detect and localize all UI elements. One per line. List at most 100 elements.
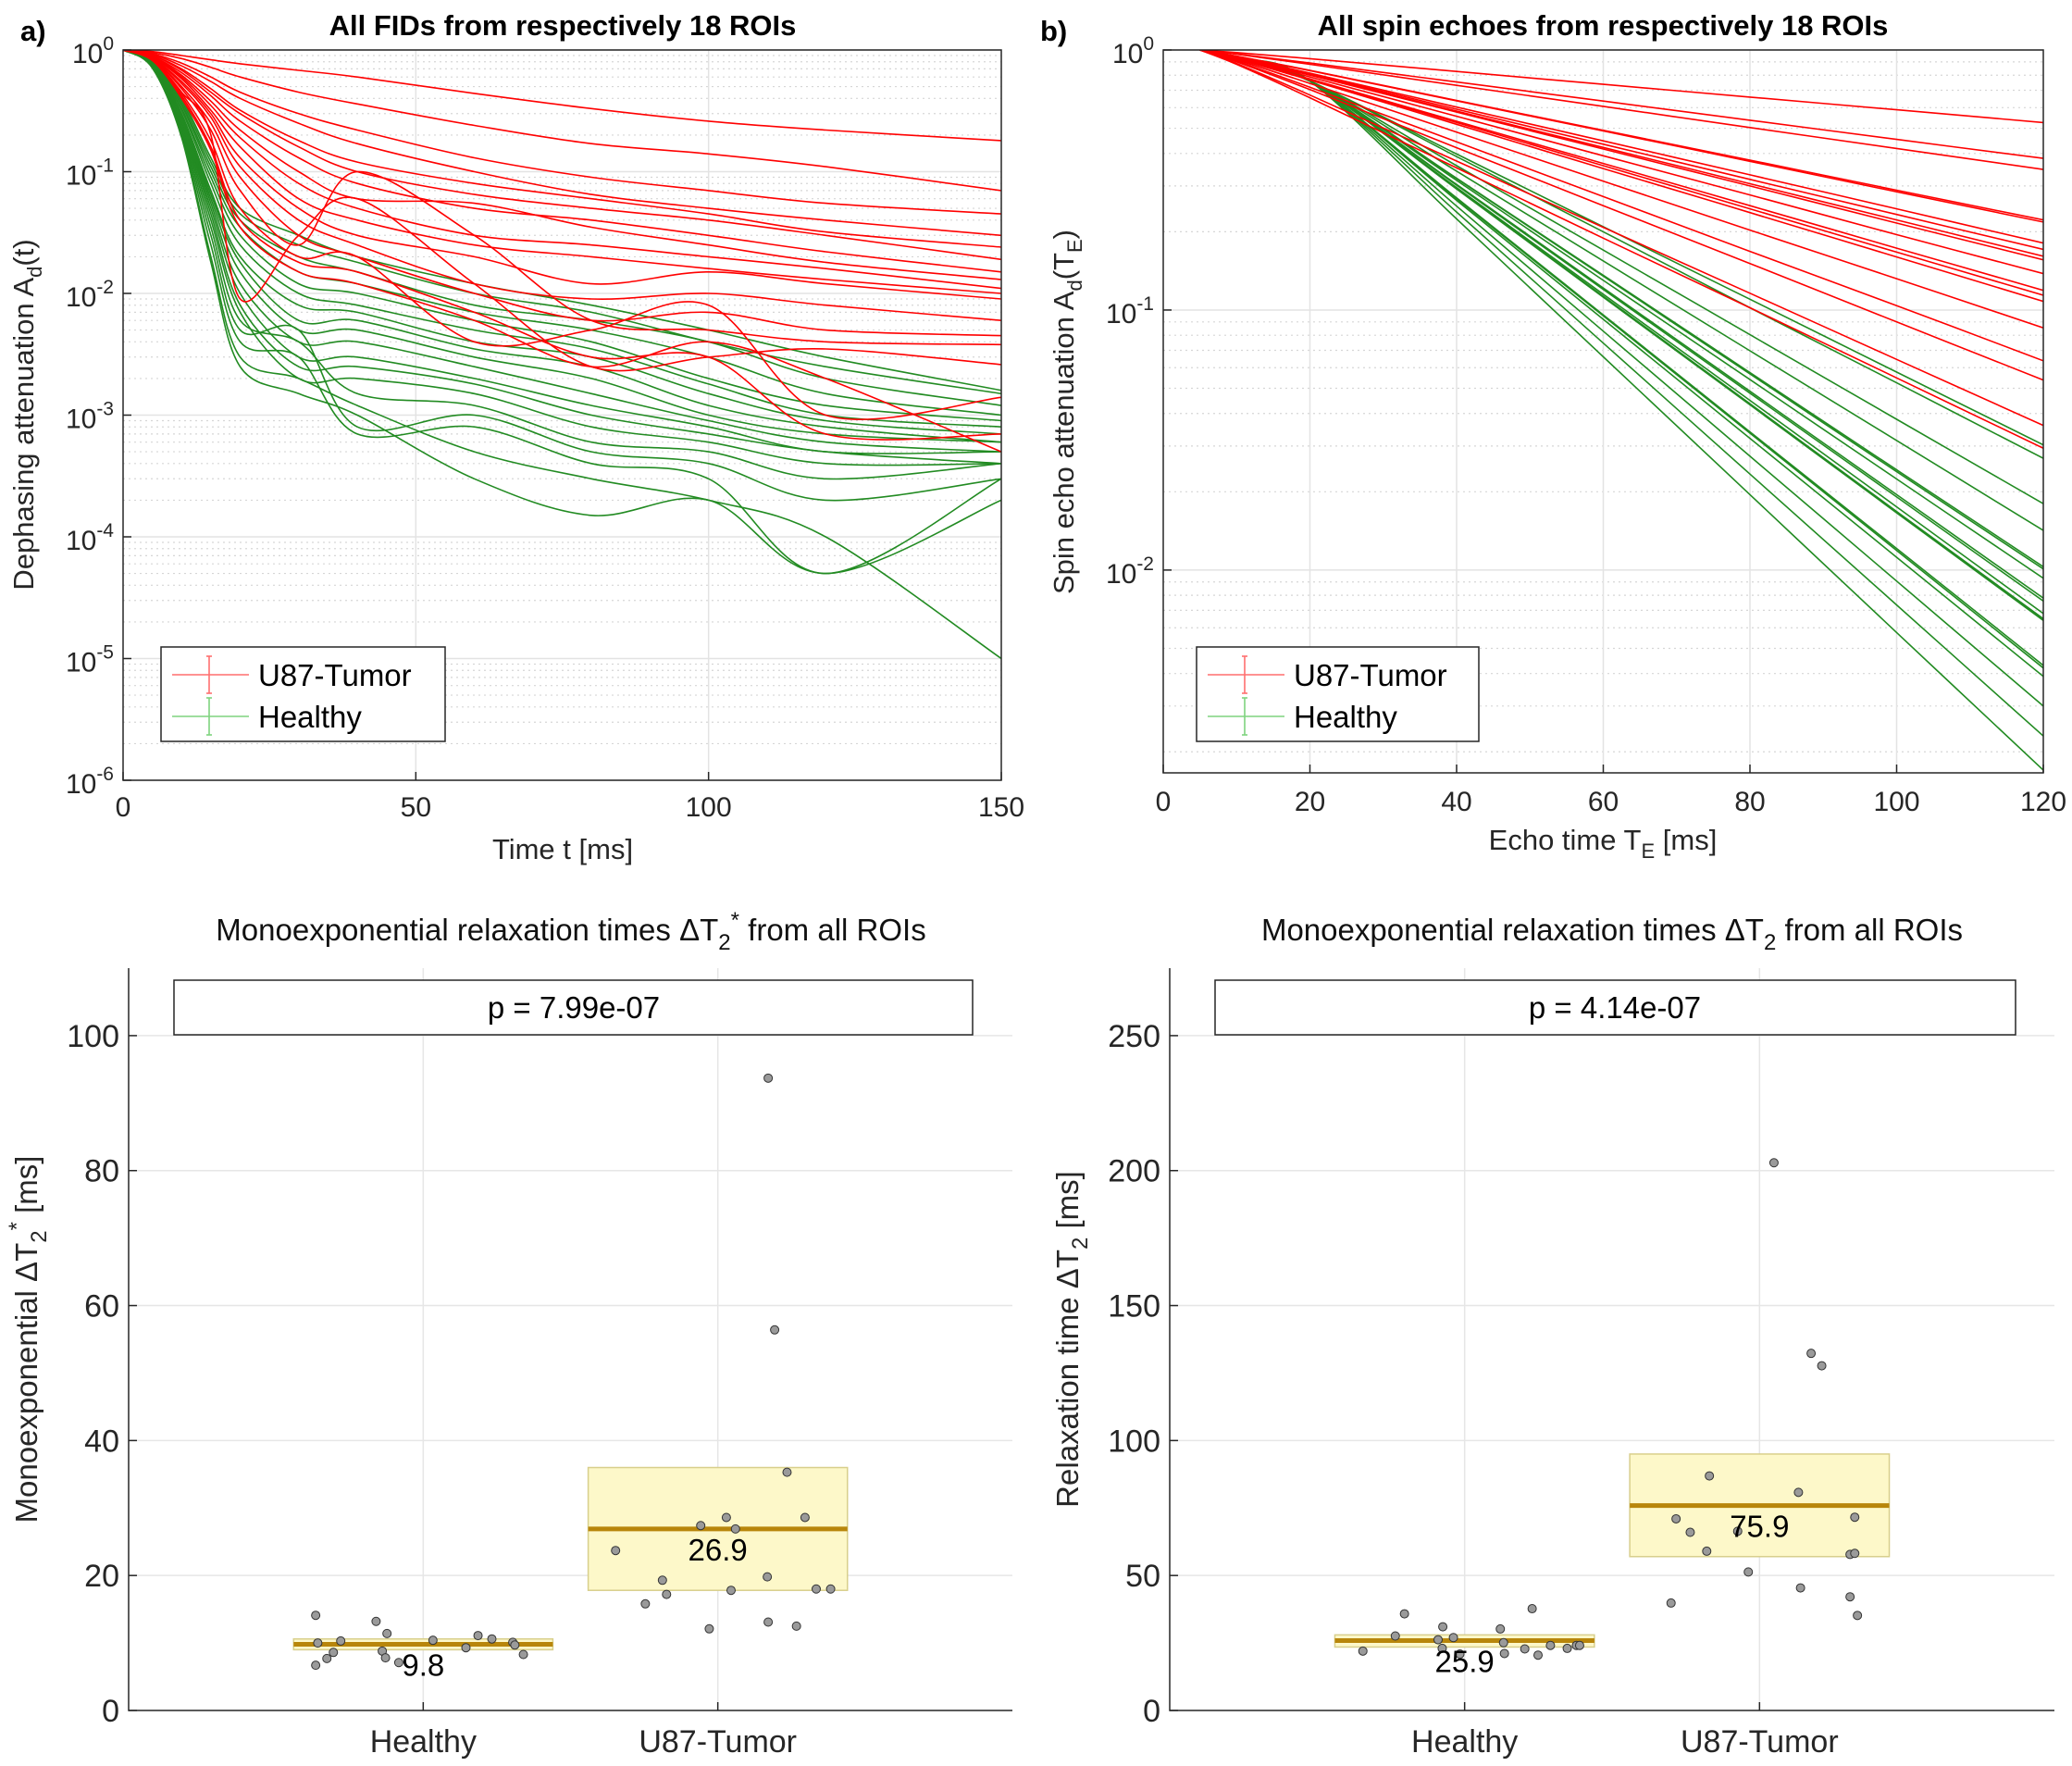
data-point: [1671, 1513, 1681, 1523]
data-point: [1732, 1526, 1743, 1536]
y-tick-label: 100: [72, 33, 114, 69]
y-tick-label: 0: [102, 1694, 119, 1729]
y-tick-label: 50: [1125, 1559, 1160, 1594]
data-point: [1438, 1622, 1448, 1632]
data-point: [611, 1546, 621, 1556]
data-point: [1498, 1637, 1508, 1648]
tumor-curve: [123, 50, 1001, 337]
data-point: [640, 1598, 651, 1609]
data-point: [382, 1628, 392, 1638]
median-label: 25.9: [1435, 1644, 1495, 1678]
data-point: [473, 1631, 483, 1641]
y-tick-label: 80: [84, 1154, 119, 1189]
data-point: [510, 1640, 520, 1650]
axes-lines: [128, 968, 1012, 1711]
y-tick-label: 0: [1143, 1694, 1160, 1729]
tumor-curve: [1199, 50, 2043, 296]
panel-c-t2star-scatter: 9.8 26.9 0 20 40 60 80 100 Healthy U87-Tumor Mon…: [5, 908, 1012, 1760]
p-value-box: [1214, 979, 2016, 1036]
chart-title: Monoexponential relaxation times ΔT2* fr…: [216, 908, 925, 955]
data-point: [1574, 1640, 1584, 1650]
tumor-curve: [123, 50, 1001, 290]
data-point: [704, 1623, 714, 1634]
healthy-curve: [123, 50, 1001, 454]
chart-title: Monoexponential relaxation times ΔT2 fro…: [1261, 913, 1963, 955]
y-tick-label: 60: [84, 1289, 119, 1324]
tick-labels: 100 10-1 10-2 10-3 10-4 10-5 10-60 50 100 150: [66, 33, 1024, 823]
data-point: [1685, 1527, 1695, 1537]
data-point: [696, 1521, 706, 1531]
tumor-curve: [123, 50, 1001, 192]
data-point: [1705, 1471, 1715, 1481]
panel-b-spin-echo-plot: 100 10-1 10-2 0 20 40 60 80 100 120 b) All spin e…: [1040, 9, 2066, 863]
y-axis-label: Spin echo attenuation Ad(TE): [1048, 230, 1086, 594]
y-tick-label: 40: [84, 1424, 119, 1459]
y-tick-label: 10-2: [1106, 553, 1154, 590]
healthy-curve: [123, 50, 1001, 435]
y-tick-label: 100: [1112, 33, 1154, 69]
data-point: [1399, 1609, 1409, 1619]
tumor-curve: [1199, 50, 2043, 261]
data-point: [791, 1621, 801, 1631]
legend: U87-Tumor Healthy: [160, 646, 446, 742]
tumor-curve: [1199, 50, 2043, 381]
y-tick-label: 10-1: [66, 155, 114, 192]
axes-lines: [1169, 968, 2054, 1711]
x-tick-label: 100: [686, 792, 732, 823]
data-point: [1768, 1158, 1779, 1168]
data-point: [1817, 1361, 1827, 1371]
tumor-curve: [1199, 50, 2043, 124]
healthy-curve: [123, 50, 1001, 417]
y-tick-label: 10-3: [66, 399, 114, 435]
data-point: [311, 1611, 321, 1621]
category-label: Healthy: [1411, 1724, 1518, 1760]
data-point: [336, 1635, 346, 1646]
data-point: [1495, 1623, 1506, 1634]
tumor-curve: [123, 50, 1001, 321]
fid-curves: [123, 50, 1001, 660]
spin-echo-curves: [1199, 50, 2043, 771]
x-tick-label: 80: [1734, 787, 1765, 817]
tumor-curve: [1199, 50, 2043, 223]
panel-d-t2-scatter: 25.9 75.9 0 50 100 150 200 250 Healthy U87-Tumor…: [1050, 913, 2054, 1760]
x-tick-label: 20: [1295, 787, 1325, 817]
data-point: [800, 1512, 810, 1523]
healthy-curve: [1199, 50, 2043, 531]
legend: U87-Tumor Healthy: [1196, 646, 1480, 742]
data-point: [782, 1467, 792, 1477]
panel-label-b: b): [1040, 15, 1067, 47]
healthy-curve: [123, 50, 1001, 443]
data-point: [1358, 1646, 1368, 1656]
data-point: [1743, 1567, 1754, 1577]
legend-box: [1196, 646, 1480, 742]
y-axis-label: Relaxation time ΔT2 [ms]: [1050, 1171, 1093, 1508]
tumor-curve: [123, 50, 1001, 280]
data-point: [657, 1575, 667, 1586]
panel-label-a: a): [20, 15, 46, 47]
healthy-curve: [123, 50, 1001, 422]
y-tick-label: 10-6: [66, 764, 114, 800]
y-tick-label: 100: [1108, 1424, 1160, 1459]
data-point: [721, 1512, 731, 1523]
tumor-curve: [1199, 50, 2043, 362]
data-point: [730, 1523, 740, 1534]
y-tick-label: 10-4: [66, 520, 114, 556]
data-point: [825, 1584, 836, 1594]
data-point: [329, 1648, 339, 1658]
data-point: [1448, 1633, 1458, 1643]
data-point: [1433, 1635, 1443, 1645]
data-point: [311, 1660, 321, 1671]
healthy-curve: [1199, 50, 2043, 603]
data-point: [1702, 1546, 1712, 1556]
x-axis-label: Echo time TE [ms]: [1489, 824, 1718, 863]
x-tick-label: 50: [401, 792, 431, 823]
y-tick-label: 200: [1108, 1154, 1160, 1189]
healthy-curve: [1199, 50, 2043, 579]
tick-labels: 0 20 40 60 80 100 Healthy U87-Tumor: [67, 1019, 797, 1760]
data-point: [393, 1658, 403, 1668]
scatter-marks: 25.9 75.9: [1334, 1158, 1891, 1678]
tumor-curve: [123, 50, 1001, 248]
data-point: [811, 1584, 821, 1594]
healthy-curve: [123, 50, 1001, 443]
